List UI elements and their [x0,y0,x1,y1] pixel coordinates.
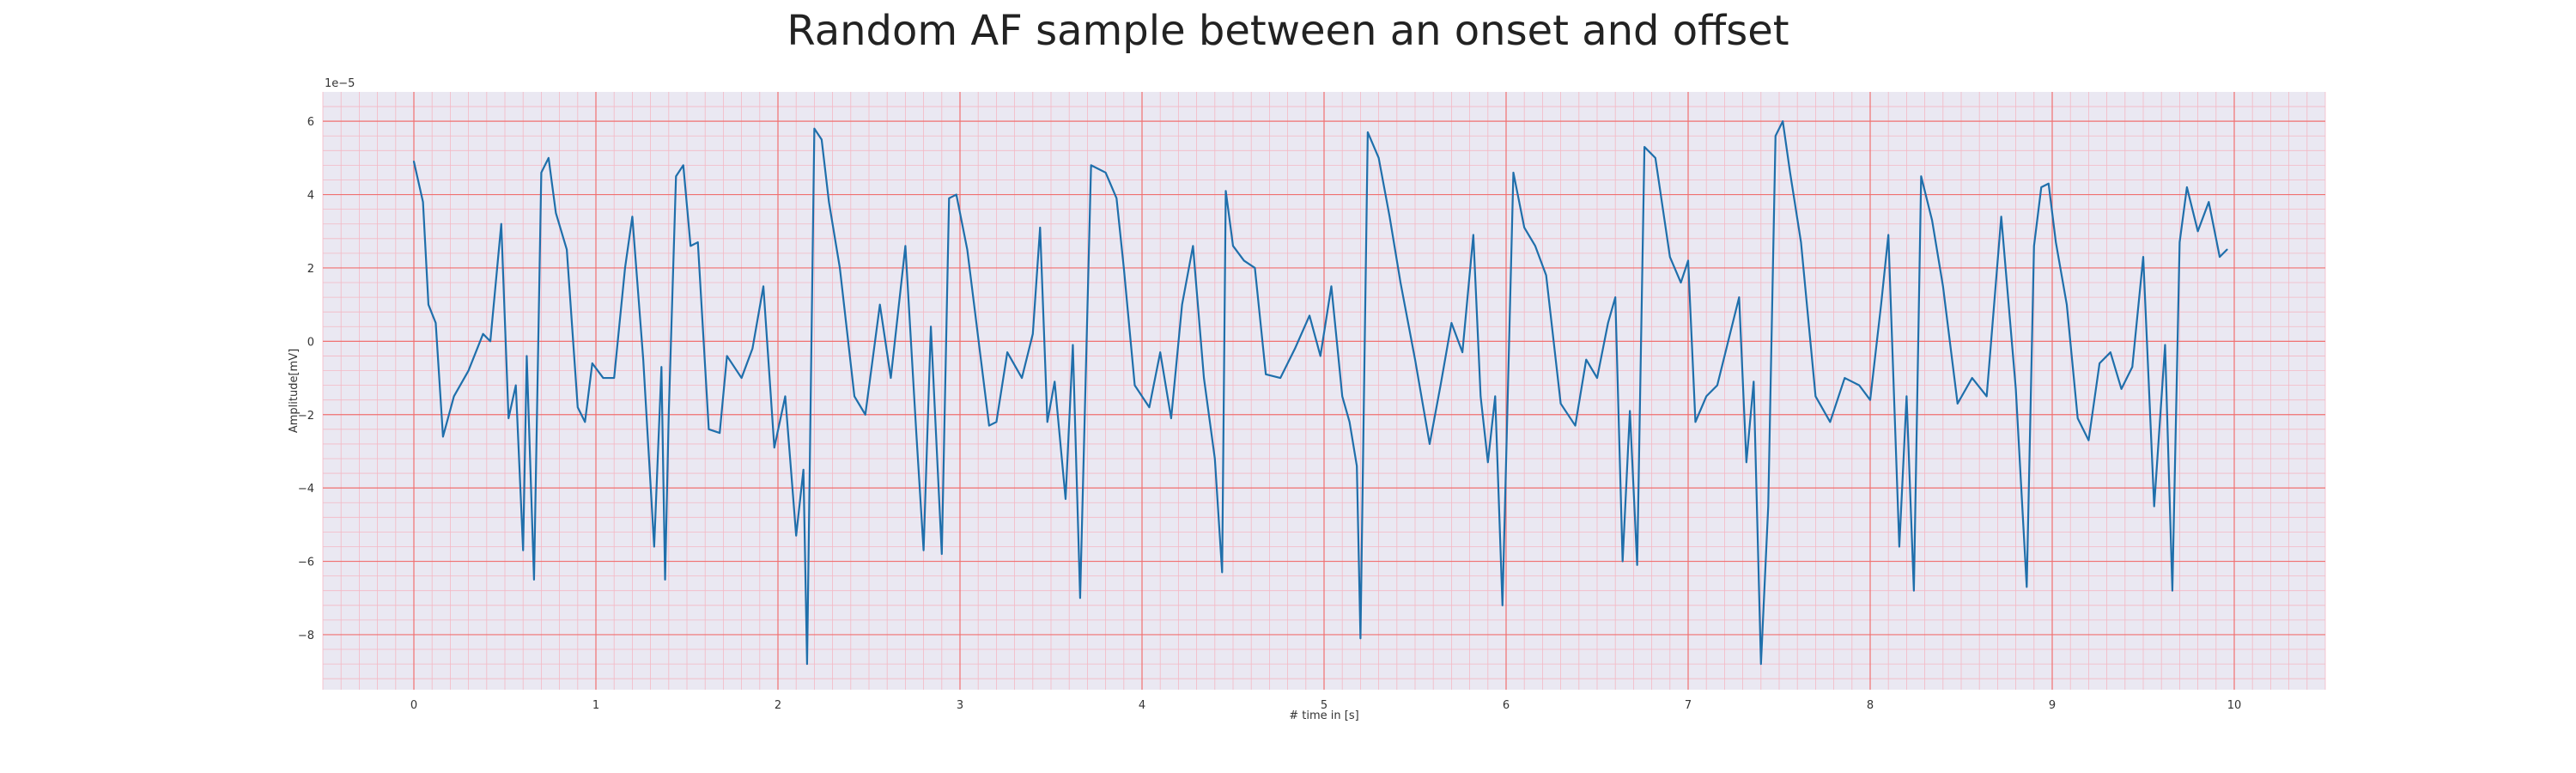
major-grid [323,92,2325,690]
y-tick-label: −6 [298,557,314,569]
tick-labels: 0 1 2 3 4 5 6 7 8 9 10 6 4 2 0 −2 −4 −6 −8 [298,116,2241,712]
y-tick-label: −8 [298,630,314,642]
x-tick-label: 8 [1867,699,1874,712]
y-tick-label: 6 [307,116,314,129]
y-tick-label: 2 [307,263,314,276]
y-axis-label: Amplitude[mV] [288,349,301,433]
x-tick-label: 4 [1139,699,1145,712]
x-tick-label: 0 [410,699,417,712]
series-layer [412,120,2228,666]
x-tick-label: 5 [1321,699,1327,712]
x-tick-label: 2 [775,699,781,712]
y-tick-label: 4 [307,190,314,203]
x-tick-label: 9 [2049,699,2056,712]
y-tick-label: −2 [298,410,314,423]
x-tick-label: 7 [1685,699,1692,712]
y-tick-label: 0 [307,336,314,349]
x-tick-label: 6 [1503,699,1510,712]
x-tick-label: 10 [2227,699,2242,712]
series-line [412,120,2228,666]
x-tick-label: 1 [592,699,599,712]
chart-title: Random AF sample between an onset and of… [787,7,1789,55]
x-axis-label: # time in [s] [1289,709,1358,722]
y-axis-offset-text: 1e−5 [325,77,355,90]
y-tick-label: −4 [298,483,314,496]
x-tick-label: 3 [957,699,963,712]
